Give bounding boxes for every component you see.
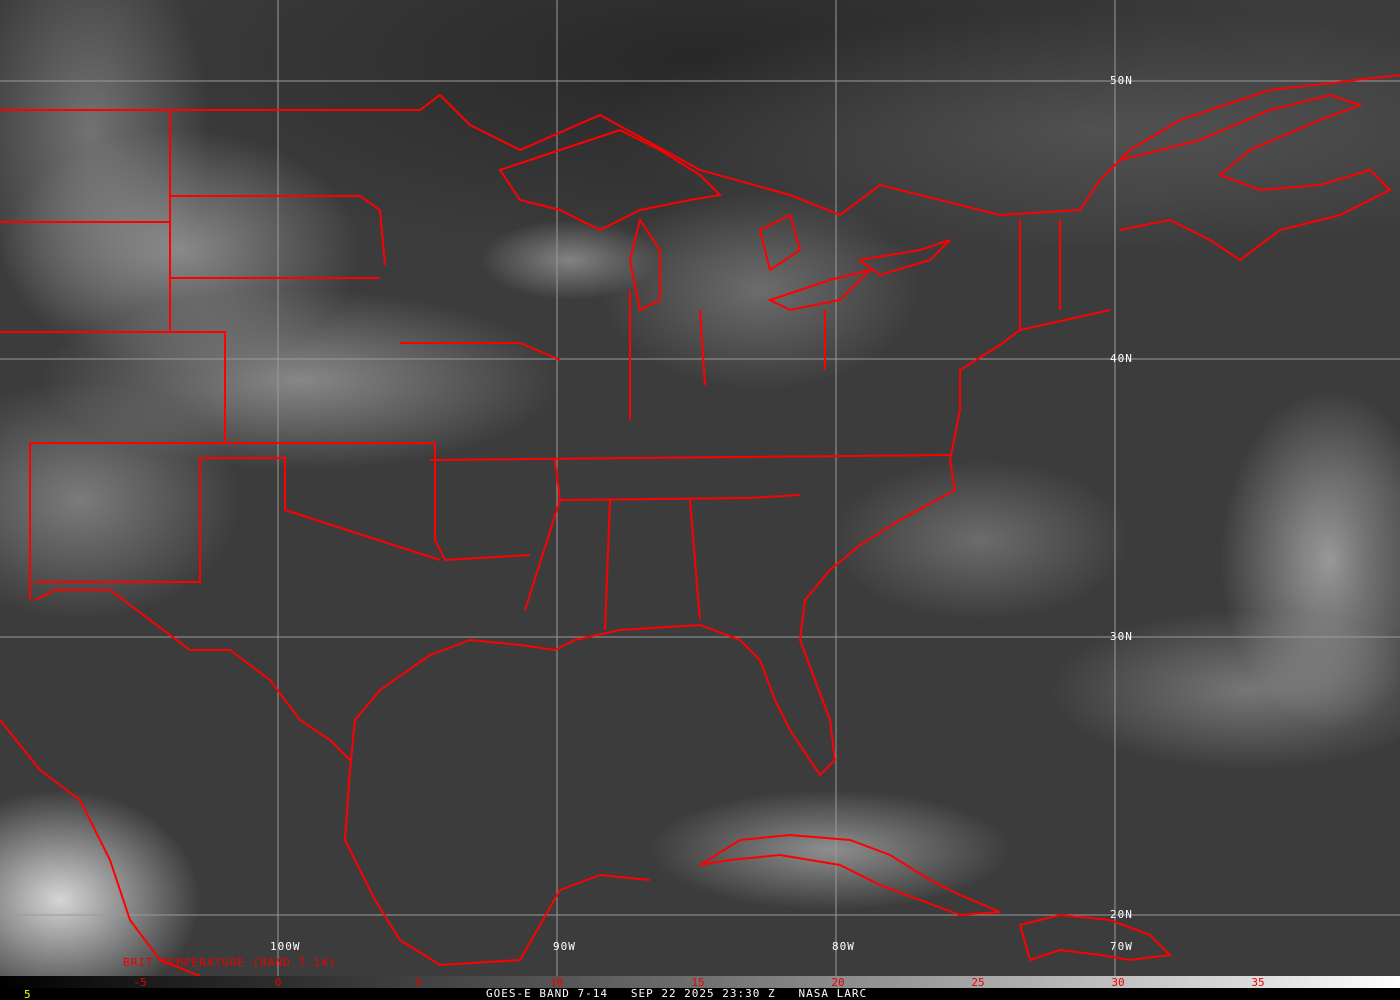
canada-maritimes: [1119, 93, 1392, 262]
hispaniola: [1018, 913, 1173, 962]
map-overlay: [0, 0, 1400, 976]
latitude-label: 30N: [1110, 630, 1133, 643]
latitude-label: 50N: [1110, 74, 1133, 87]
longitude-label: 100W: [270, 940, 301, 953]
scale-tick: 20: [831, 976, 845, 989]
latitude-label: 20N: [1110, 908, 1133, 921]
product-title: BRIT TEMPERATURE (BAND 7-14): [123, 956, 337, 969]
longitude-label: 70W: [1110, 940, 1133, 953]
scale-tick: -5: [133, 976, 147, 989]
lat-lon-grid: [0, 0, 1400, 976]
mexico-west-coast: [0, 719, 201, 976]
longitude-label: 90W: [553, 940, 576, 953]
scale-tick: 10: [550, 976, 564, 989]
great-lakes: [498, 128, 951, 312]
scale-tick: 30: [1111, 976, 1125, 989]
scale-tick: 15: [691, 976, 705, 989]
satellite-image: [0, 0, 1400, 976]
scale-tick: 25: [971, 976, 985, 989]
image-caption: GOES-E BAND 7-14 SEP 22 2025 23:30 Z NAS…: [486, 987, 868, 1000]
us-east-coast: [343, 309, 1111, 967]
us-canada-border: [0, 74, 1400, 217]
footer-bar: [0, 988, 1400, 1000]
scale-tick: 5: [414, 976, 422, 989]
cuba: [699, 833, 1001, 917]
political-borders: [0, 74, 1400, 976]
scale-tick: 0: [274, 976, 282, 989]
latitude-label: 40N: [1110, 352, 1133, 365]
texas-mexico-border: [34, 589, 351, 761]
longitude-label: 80W: [832, 940, 855, 953]
scale-tick: 35: [1251, 976, 1265, 989]
state-lines: [0, 110, 1061, 631]
frame-number: 5: [24, 988, 31, 1000]
color-scale-bar: [0, 976, 1400, 988]
